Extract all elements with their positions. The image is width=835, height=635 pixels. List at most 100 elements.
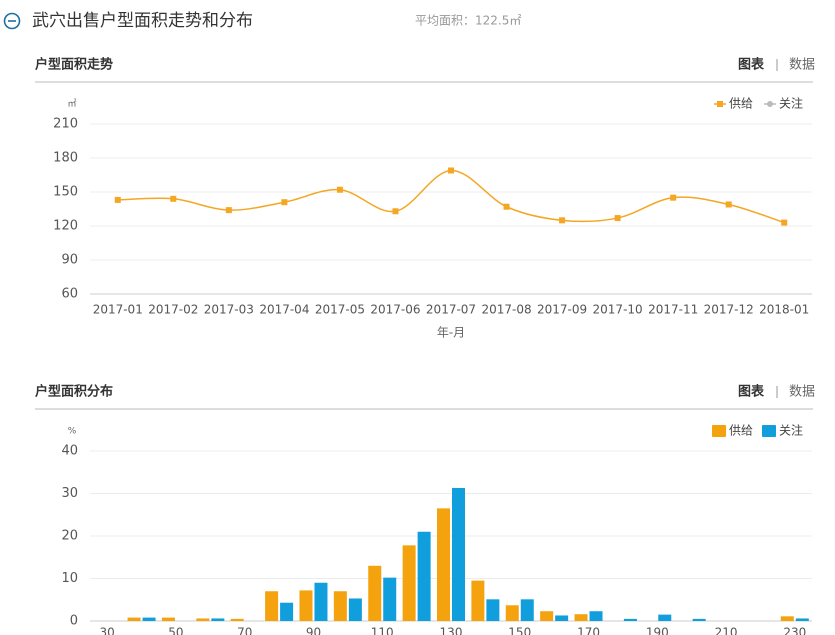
bar xyxy=(486,599,500,621)
x-tick-label: 2017-09 xyxy=(537,303,587,317)
point xyxy=(336,186,343,193)
legend-label[interactable]: 关注 xyxy=(779,96,803,111)
y-tick-label: 120 xyxy=(53,219,78,234)
y-unit: ㎡ xyxy=(67,99,76,110)
x-tick-label: 210 xyxy=(715,626,738,635)
x-tick-label: 2018-01 xyxy=(759,303,809,317)
point xyxy=(559,217,566,224)
bar xyxy=(505,605,519,621)
bar xyxy=(574,614,588,621)
point xyxy=(503,203,510,210)
x-tick-label: 70 xyxy=(237,626,252,635)
point xyxy=(614,215,621,222)
tab[interactable]: 图表 xyxy=(738,57,765,73)
legend-symbol xyxy=(717,101,723,107)
bar xyxy=(299,590,313,621)
y-tick-label: 60 xyxy=(61,287,78,302)
bar xyxy=(383,577,397,621)
y-tick-label: 90 xyxy=(61,253,78,268)
legend-label[interactable]: 关注 xyxy=(779,423,803,438)
x-axis-label: 年-月 xyxy=(437,326,465,340)
point xyxy=(114,196,121,203)
bar xyxy=(196,618,210,621)
bar xyxy=(161,617,175,621)
bar xyxy=(589,611,603,621)
x-tick-label: 2017-08 xyxy=(481,303,531,317)
bar xyxy=(314,582,328,621)
x-tick-label: 90 xyxy=(306,626,321,635)
bar xyxy=(230,618,244,621)
bar xyxy=(692,618,706,621)
bar xyxy=(623,618,637,621)
point xyxy=(225,207,232,214)
bar xyxy=(348,598,362,621)
y-tick-label: 10 xyxy=(61,571,78,586)
bar xyxy=(280,602,294,621)
x-tick-label: 2017-11 xyxy=(648,303,698,317)
bar xyxy=(333,591,347,621)
bar xyxy=(555,615,569,621)
bar xyxy=(417,531,431,621)
point xyxy=(170,195,177,202)
point xyxy=(781,219,788,226)
x-tick-label: 2017-05 xyxy=(315,303,365,317)
bar xyxy=(780,616,794,621)
y-unit: % xyxy=(68,427,77,437)
x-tick-label: 130 xyxy=(440,626,463,635)
legend-label[interactable]: 供给 xyxy=(729,424,753,438)
bar xyxy=(520,599,534,621)
tab[interactable]: 图表 xyxy=(738,384,765,400)
point xyxy=(281,199,288,206)
legend-label[interactable]: 供给 xyxy=(729,97,753,111)
x-tick-label: 2017-07 xyxy=(426,303,476,317)
section-title: 户型面积走势 xyxy=(35,57,113,73)
point xyxy=(670,194,677,201)
bar xyxy=(437,508,450,621)
x-tick-label: 50 xyxy=(168,626,183,635)
x-tick-label: 2017-10 xyxy=(593,303,643,317)
y-tick-label: 180 xyxy=(53,151,78,166)
bar xyxy=(795,618,809,621)
legend-symbol xyxy=(712,425,726,437)
y-tick-label: 40 xyxy=(61,444,78,459)
collapse-icon[interactable] xyxy=(3,12,21,30)
x-tick-label: 2017-12 xyxy=(704,303,754,317)
page-title: 武穴出售户型面积走势和分布 xyxy=(32,11,253,31)
y-tick-label: 30 xyxy=(61,486,78,501)
bar xyxy=(211,618,225,621)
x-tick-label: 30 xyxy=(100,626,115,635)
bar xyxy=(127,617,141,621)
x-tick-label: 2017-01 xyxy=(93,303,143,317)
average-area: 平均面积：122.5㎡ xyxy=(415,14,521,28)
y-tick-label: 20 xyxy=(61,529,78,544)
x-tick-label: 2017-04 xyxy=(259,303,309,317)
tab[interactable]: 数据 xyxy=(789,385,815,400)
section-title: 户型面积分布 xyxy=(35,384,113,400)
bar xyxy=(265,591,279,621)
bar xyxy=(658,614,672,621)
x-tick-label: 230 xyxy=(783,626,806,635)
bar xyxy=(471,580,485,621)
y-tick-label: 210 xyxy=(53,117,78,132)
tab[interactable]: 数据 xyxy=(789,58,815,73)
bar xyxy=(142,617,156,621)
x-tick-label: 2017-06 xyxy=(370,303,420,317)
bar xyxy=(540,611,554,621)
x-tick-label: 2017-03 xyxy=(204,303,254,317)
y-tick-label: 0 xyxy=(70,614,78,629)
line xyxy=(117,169,785,224)
point xyxy=(448,167,454,174)
bar xyxy=(452,487,465,621)
y-tick-label: 150 xyxy=(53,185,78,200)
legend-symbol xyxy=(767,101,773,107)
x-tick-label: 170 xyxy=(577,626,600,635)
point xyxy=(725,201,732,208)
point xyxy=(392,208,399,215)
legend-symbol xyxy=(762,425,776,437)
x-tick-label: 2017-02 xyxy=(148,303,198,317)
bar xyxy=(368,565,382,621)
x-tick-label: 150 xyxy=(508,626,531,635)
x-tick-label: 110 xyxy=(371,626,394,635)
bar xyxy=(402,545,416,621)
